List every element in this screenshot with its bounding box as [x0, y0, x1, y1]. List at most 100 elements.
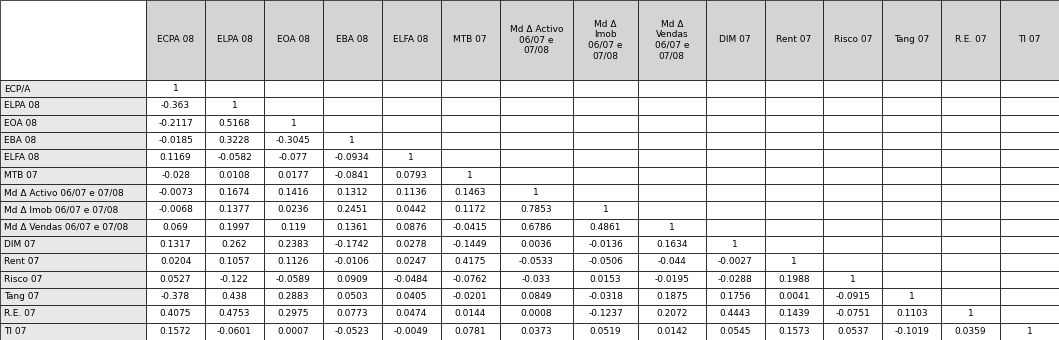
- Bar: [882, 305, 941, 323]
- Text: 0.4175: 0.4175: [454, 257, 486, 267]
- Bar: [500, 184, 573, 201]
- Text: Md Δ Activo
06/07 e
07/08: Md Δ Activo 06/07 e 07/08: [509, 25, 563, 55]
- Bar: [705, 201, 765, 219]
- Bar: [941, 236, 1000, 253]
- Bar: [264, 0, 323, 80]
- Text: 1: 1: [290, 119, 297, 128]
- Text: 0.0849: 0.0849: [521, 292, 552, 301]
- Bar: [705, 149, 765, 167]
- Bar: [0, 288, 146, 305]
- Text: Md Δ
Vendas
06/07 e
07/08: Md Δ Vendas 06/07 e 07/08: [654, 20, 689, 60]
- Bar: [882, 271, 941, 288]
- Text: 0.0793: 0.0793: [395, 171, 427, 180]
- Text: EBA 08: EBA 08: [336, 35, 369, 45]
- Bar: [941, 288, 1000, 305]
- Bar: [0, 184, 146, 201]
- Text: 1: 1: [968, 309, 973, 319]
- Text: 0.0144: 0.0144: [454, 309, 486, 319]
- Text: 0.0545: 0.0545: [719, 327, 751, 336]
- Text: -0.0068: -0.0068: [158, 205, 193, 215]
- Bar: [638, 305, 705, 323]
- Bar: [941, 132, 1000, 149]
- Bar: [705, 323, 765, 340]
- Text: -0.0185: -0.0185: [158, 136, 193, 145]
- Bar: [381, 323, 441, 340]
- Bar: [882, 201, 941, 219]
- Bar: [638, 323, 705, 340]
- Text: 0.0153: 0.0153: [590, 275, 622, 284]
- Text: EOA 08: EOA 08: [4, 119, 37, 128]
- Bar: [381, 271, 441, 288]
- Text: ELPA 08: ELPA 08: [4, 101, 40, 110]
- Text: -0.0073: -0.0073: [158, 188, 193, 197]
- Bar: [323, 236, 381, 253]
- Text: 0.4753: 0.4753: [219, 309, 250, 319]
- Text: R.E. 07: R.E. 07: [955, 35, 987, 45]
- Text: 1: 1: [732, 240, 738, 249]
- Text: 0.4443: 0.4443: [719, 309, 751, 319]
- Text: 0.4861: 0.4861: [590, 223, 622, 232]
- Bar: [705, 97, 765, 115]
- Bar: [500, 253, 573, 271]
- Bar: [573, 236, 638, 253]
- Bar: [0, 271, 146, 288]
- Bar: [323, 201, 381, 219]
- Bar: [824, 236, 882, 253]
- Bar: [441, 97, 500, 115]
- Bar: [765, 132, 824, 149]
- Bar: [1000, 132, 1059, 149]
- Bar: [1000, 167, 1059, 184]
- Bar: [941, 271, 1000, 288]
- Text: 0.1136: 0.1136: [395, 188, 427, 197]
- Text: 0.0359: 0.0359: [955, 327, 987, 336]
- Bar: [882, 167, 941, 184]
- Bar: [264, 288, 323, 305]
- Bar: [1000, 236, 1059, 253]
- Bar: [500, 323, 573, 340]
- Bar: [705, 80, 765, 97]
- Bar: [146, 0, 205, 80]
- Bar: [441, 305, 500, 323]
- Text: TI 07: TI 07: [4, 327, 26, 336]
- Bar: [573, 80, 638, 97]
- Bar: [146, 253, 205, 271]
- Text: Risco 07: Risco 07: [4, 275, 42, 284]
- Text: 1: 1: [467, 171, 473, 180]
- Bar: [941, 201, 1000, 219]
- Text: 0.1361: 0.1361: [337, 223, 369, 232]
- Text: Md Δ Activo 06/07 e 07/08: Md Δ Activo 06/07 e 07/08: [4, 188, 124, 197]
- Text: 1: 1: [603, 205, 608, 215]
- Text: 1: 1: [1026, 327, 1033, 336]
- Bar: [705, 288, 765, 305]
- Bar: [205, 305, 264, 323]
- Bar: [500, 288, 573, 305]
- Bar: [765, 219, 824, 236]
- Text: 0.1756: 0.1756: [719, 292, 751, 301]
- Text: MTB 07: MTB 07: [4, 171, 38, 180]
- Bar: [765, 97, 824, 115]
- Bar: [205, 323, 264, 340]
- Bar: [705, 184, 765, 201]
- Bar: [824, 149, 882, 167]
- Text: 1: 1: [909, 292, 915, 301]
- Text: DIM 07: DIM 07: [719, 35, 751, 45]
- Text: 0.0278: 0.0278: [395, 240, 427, 249]
- Text: 0.0041: 0.0041: [778, 292, 810, 301]
- Text: -0.028: -0.028: [161, 171, 190, 180]
- Text: 1: 1: [409, 153, 414, 163]
- Bar: [264, 167, 323, 184]
- Bar: [146, 149, 205, 167]
- Text: -0.3045: -0.3045: [276, 136, 310, 145]
- Bar: [638, 184, 705, 201]
- Bar: [323, 0, 381, 80]
- Text: -0.077: -0.077: [279, 153, 308, 163]
- Bar: [882, 253, 941, 271]
- Bar: [573, 97, 638, 115]
- Bar: [146, 323, 205, 340]
- Bar: [638, 253, 705, 271]
- Bar: [638, 167, 705, 184]
- Bar: [941, 167, 1000, 184]
- Text: 0.0503: 0.0503: [337, 292, 369, 301]
- Bar: [0, 167, 146, 184]
- Bar: [323, 305, 381, 323]
